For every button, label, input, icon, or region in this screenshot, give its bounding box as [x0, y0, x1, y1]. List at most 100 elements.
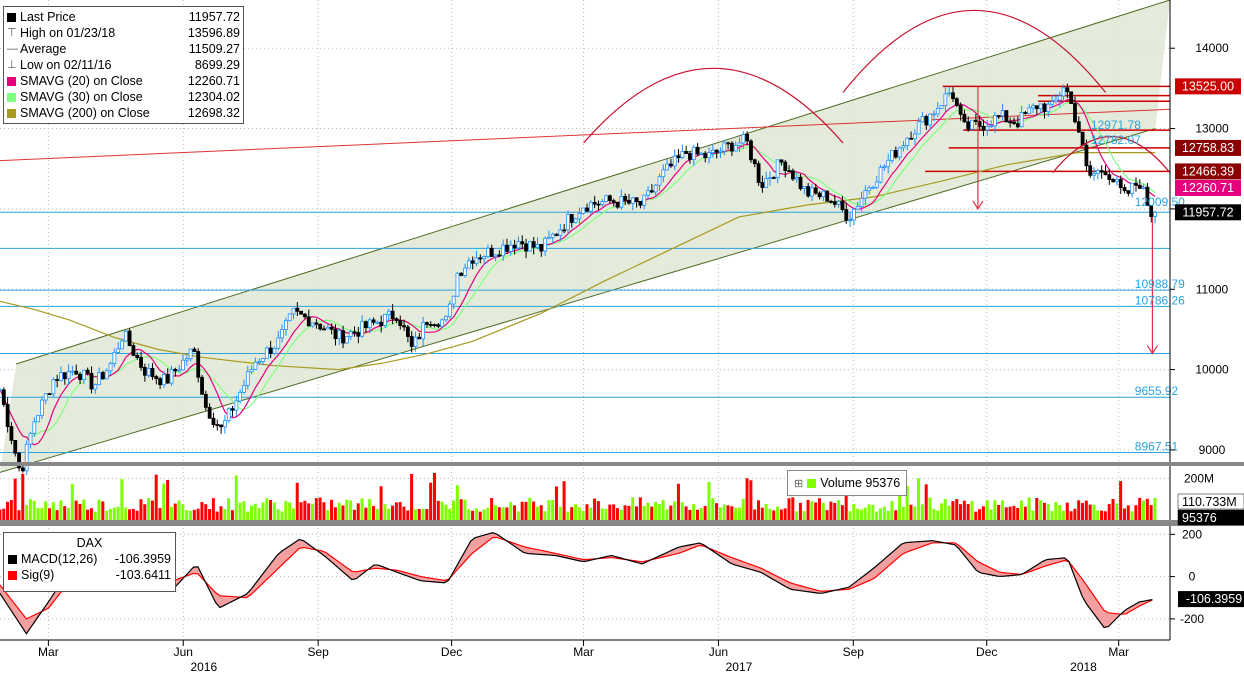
candle-body — [470, 260, 475, 264]
volume-bar — [1061, 510, 1065, 520]
candle-body — [722, 142, 727, 152]
volume-bar — [211, 498, 215, 520]
volume-bar — [246, 511, 250, 520]
volume-bar — [227, 498, 231, 520]
candle-body — [0, 389, 2, 392]
volume-bar — [295, 482, 299, 520]
candle-body — [726, 142, 730, 145]
candle-body — [714, 149, 719, 153]
candle-body — [623, 196, 628, 201]
price-tag — [1175, 78, 1241, 95]
candle-body — [264, 347, 269, 359]
volume-bar — [284, 500, 288, 520]
volume-bar — [795, 511, 799, 520]
candle-body — [1084, 144, 1089, 167]
volume-bar — [1107, 504, 1111, 520]
candle-body — [360, 321, 365, 337]
candle-body — [569, 214, 574, 223]
candle-body — [829, 200, 833, 203]
candle-body — [1115, 179, 1119, 183]
candle-body — [855, 206, 860, 210]
x-tick-label: Jun — [709, 645, 728, 659]
x-year-label: 2018 — [1070, 660, 1097, 674]
volume-bar — [909, 504, 913, 520]
candle-body — [981, 125, 986, 131]
volume-bar — [55, 510, 59, 520]
trend-channel — [0, 0, 1170, 473]
candle-body — [695, 146, 700, 155]
x-tick-label: Mar — [573, 645, 594, 659]
candle-body — [611, 200, 616, 203]
volume-tag-label: 110.733M — [1182, 495, 1237, 509]
candle-body — [676, 155, 681, 159]
candle-body — [840, 200, 845, 211]
candle-body — [878, 166, 883, 183]
candle-body — [162, 374, 166, 386]
legend-row: Last Price 11957.72 — [7, 9, 240, 25]
candle-body — [916, 121, 921, 135]
volume-bar — [737, 507, 741, 520]
volume-bar — [105, 510, 109, 520]
candle-body — [200, 376, 204, 395]
volume-bar — [962, 500, 966, 520]
candle-body — [943, 93, 948, 107]
candle-body — [1126, 190, 1131, 194]
volume-bar — [932, 508, 936, 520]
volume-bar — [715, 503, 719, 520]
candle-body — [1034, 105, 1039, 110]
candle-body — [489, 247, 494, 258]
candle-body — [70, 370, 75, 373]
volume-bar — [28, 499, 32, 520]
volume-bar — [124, 507, 128, 520]
candle-body — [630, 197, 635, 204]
candle-body — [733, 144, 738, 152]
volume-bar — [612, 504, 616, 520]
volume-bar — [150, 500, 154, 520]
volume-bar — [730, 506, 734, 520]
volume-bar — [680, 502, 684, 520]
candle-body — [699, 152, 704, 155]
volume-bar — [143, 504, 147, 520]
volume-bar — [112, 507, 116, 520]
volume-bar — [920, 504, 924, 520]
macd-swatch — [8, 554, 17, 564]
volume-panel: 200M 110.733M 95376 — [0, 471, 1244, 526]
candle-body — [905, 137, 910, 146]
volume-bar — [520, 501, 524, 520]
candle-body — [756, 163, 761, 183]
candle-body — [20, 467, 25, 472]
volume-bar — [1031, 510, 1035, 520]
candle-body — [1107, 174, 1112, 180]
candle-body — [482, 256, 487, 260]
x-tick-label: Dec — [441, 645, 462, 659]
candle-body — [284, 320, 288, 330]
candle-body — [120, 340, 124, 350]
legend-row: SMAVG (200) on Close 12698.32 — [7, 105, 240, 121]
candle-body — [47, 393, 52, 396]
volume-bar — [444, 504, 448, 520]
candle-body — [497, 254, 502, 257]
volume-bar — [1008, 506, 1012, 520]
high-marker-icon: ⊤ — [7, 27, 17, 39]
candle-body — [1023, 112, 1028, 114]
volume-bar — [471, 510, 475, 520]
volume-bar — [981, 506, 985, 520]
candle-body — [1111, 179, 1116, 183]
pattern-arc — [583, 67, 844, 144]
volume-bar — [185, 510, 189, 520]
candle-body — [13, 439, 18, 454]
volume-bar — [806, 499, 810, 520]
candle-body — [234, 400, 239, 411]
expand-icon[interactable]: ⊞ — [794, 477, 804, 490]
candle-body — [333, 328, 338, 340]
volume-bar — [768, 508, 772, 520]
candle-body — [142, 367, 147, 376]
volume-bar — [364, 507, 368, 520]
candle-body — [375, 321, 380, 324]
candle-body — [108, 363, 113, 372]
candle-body — [1027, 107, 1032, 114]
volume-bar — [657, 504, 661, 520]
volume-bar — [47, 508, 51, 520]
volume-bar — [745, 478, 749, 520]
